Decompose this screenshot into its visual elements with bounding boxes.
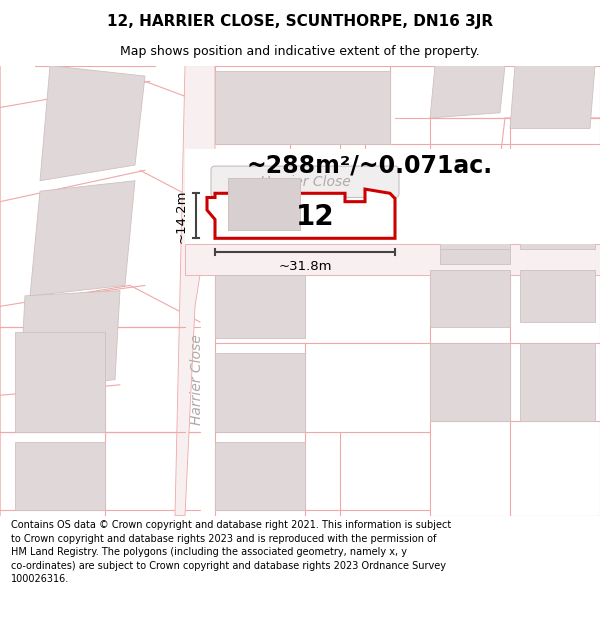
Bar [215,275,305,338]
Bar [430,270,510,328]
Bar [430,343,510,421]
Polygon shape [40,66,145,181]
Text: 12: 12 [296,203,334,231]
Bar [15,332,105,432]
Polygon shape [20,291,120,390]
Polygon shape [175,66,215,516]
Text: ~31.8m: ~31.8m [278,260,332,273]
Text: 12, HARRIER CLOSE, SCUNTHORPE, DN16 3JR: 12, HARRIER CLOSE, SCUNTHORPE, DN16 3JR [107,14,493,29]
Polygon shape [440,249,510,264]
Bar [520,343,595,421]
Text: Harrier Close: Harrier Close [190,334,204,425]
Bar [215,353,305,432]
Polygon shape [510,66,595,128]
FancyBboxPatch shape [211,166,399,198]
Text: ~288m²/~0.071ac.: ~288m²/~0.071ac. [247,153,493,177]
Text: Harrier Close: Harrier Close [260,175,350,189]
Text: ~14.2m: ~14.2m [175,189,187,242]
Text: Map shows position and indicative extent of the property.: Map shows position and indicative extent… [120,44,480,58]
Text: Contains OS data © Crown copyright and database right 2021. This information is : Contains OS data © Crown copyright and d… [11,520,451,584]
Polygon shape [430,66,505,118]
Bar [215,442,305,511]
Bar [185,149,600,244]
Bar [228,177,300,230]
Bar [440,191,510,249]
Bar [215,71,390,144]
Bar [15,442,105,511]
Bar [520,270,595,322]
Polygon shape [207,189,395,238]
Bar [520,191,595,249]
Polygon shape [30,181,135,296]
Polygon shape [185,244,600,275]
